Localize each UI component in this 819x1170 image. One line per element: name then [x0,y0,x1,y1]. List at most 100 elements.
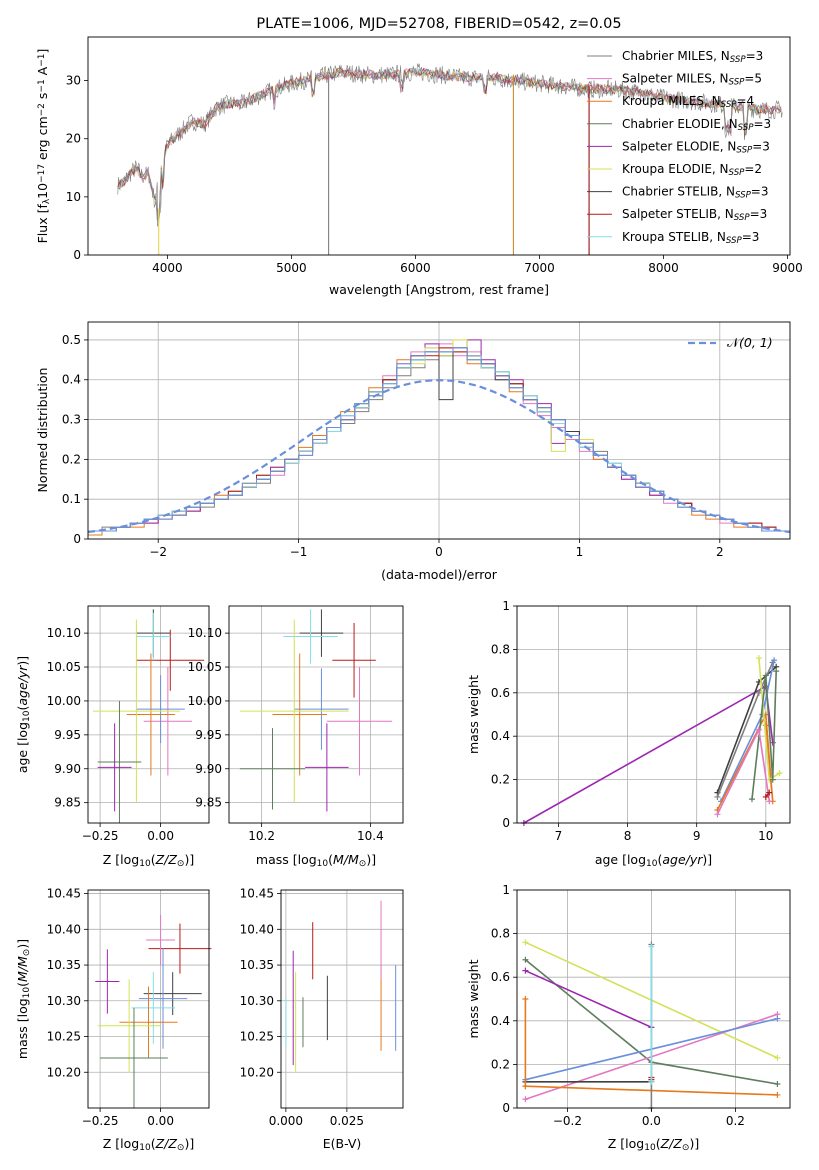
y-tick-label: 10.40 [240,922,274,936]
y-tick-label: 10 [66,190,81,204]
y-tick-label: 10.05 [47,660,81,674]
mass_vs_ebv-points [285,900,397,1073]
x-tick-label: 10.4 [357,829,384,843]
legend-label: Kroupa MILES, NSSP=4 [622,94,754,110]
y-tick-label: 30 [66,74,81,88]
axes-frame [87,889,210,1109]
x-tick-label: 8 [624,829,632,843]
y-tick-label: 10.10 [188,626,222,640]
x-tick-label: 7000 [524,261,555,275]
weight-marker [766,798,773,805]
y-tick-label: 10.25 [47,1030,81,1044]
legend-label: Chabrier MILES, NSSP=3 [622,49,763,65]
y-tick-label: 10.20 [240,1065,274,1079]
weight-marker [522,1083,529,1090]
x-tick-label: 2 [716,545,724,559]
weight-line [716,711,774,811]
age_vs_Z-points [92,609,205,823]
weight-marker [755,689,762,696]
weight-marker [774,1081,781,1088]
y-tick-label: 10.20 [47,1065,81,1079]
weight-marker [755,726,762,733]
x-tick-label: 10.2 [248,829,275,843]
axes-frame [87,605,210,824]
residuals-xlabel: (data-model)/error [381,567,498,582]
age_vs_Z-xlabel: Z [log10(Z/Z⊙)] [103,852,194,869]
weight_vs_age-axes [517,605,790,824]
age_vs_mass-xlabel: mass [log10(M/M⊙)] [256,852,376,869]
y-tick-label: 10.35 [240,958,274,972]
weight-line [751,671,777,800]
y-tick-label: 9.90 [54,762,81,776]
weight-marker [762,672,769,679]
y-tick-label: 10.05 [188,660,222,674]
y-tick-label: 9.85 [54,796,81,810]
age_vs_Z-axes [88,606,209,823]
y-tick-label: 10.35 [47,958,81,972]
y-tick-label: 0 [502,816,510,830]
x-tick-label: 0.2 [726,1114,745,1128]
mass_vs_ebv-axes [281,890,403,1108]
y-tick-label: 10.00 [188,694,222,708]
weight-marker [774,1015,781,1022]
y-tick-label: 1 [502,599,510,613]
x-tick-label: −0.25 [82,1114,119,1128]
x-tick-label: 5000 [276,261,307,275]
x-tick-label: −2 [149,545,167,559]
age_vs_mass-frame: 10.2 10.4 9.85 9.90 9.95 10.00 10.05 10.10 [188,605,404,843]
weight_vs_age-frame: 7 8 9 10 0 0.2 0.4 0.6 0.8 1 [491,599,791,843]
spectrum-ylabel: Flux [fλ10−17 erg cm−2 s−1 A−1] [35,49,52,244]
weight-marker [748,796,755,803]
legend-label: Salpeter MILES, NSSP=5 [622,72,762,88]
weight-marker [714,793,721,800]
y-tick-label: 10.30 [240,994,274,1008]
axes-frame [280,889,404,1109]
weight-marker [522,967,529,974]
y-tick-label: 0.2 [491,1057,510,1071]
weight-marker [773,668,780,675]
age_vs_Z-frame: −0.25 0.00 9.85 9.90 9.95 10.00 10.05 10.10 [47,605,210,843]
mass_vs_Z-xlabel: Z [log10(Z/Z⊙)] [103,1136,194,1153]
histogram-step [88,347,790,532]
x-tick-label: 6000 [400,261,431,275]
x-tick-label: 9000 [772,261,803,275]
y-tick-label: 0.4 [491,1014,510,1028]
x-tick-label: 10 [758,829,773,843]
y-tick-label: 0 [73,532,81,546]
spectrum-xlabel: wavelength [Angstrom, rest frame] [329,282,549,297]
spectrum-title: PLATE=1006, MJD=52708, FIBERID=0542, z=0… [256,16,621,32]
y-tick-label: 0 [502,1101,510,1115]
spectrum-legend: Chabrier MILES, NSSP=3 Salpeter MILES, NS… [587,49,771,246]
y-tick-label: 0.4 [62,373,81,387]
spectrum-frame: 4000 5000 6000 7000 8000 9000 0 10 20 30 [66,36,803,275]
mass_vs_ebv-frame: 0.000 0.025 10.20 10.25 10.30 10.35 10.40 10.45 [240,887,404,1128]
weight-marker [762,793,769,800]
y-tick-label: 0.8 [491,927,510,941]
y-tick-label: 0.4 [491,729,510,743]
spectrum-line-chabrier-stelib [117,67,782,227]
weight_vs_age-xlabel: age [log10(age/yr)] [595,852,712,869]
y-tick-label: 1 [502,883,510,897]
mass_vs_Z-points [95,915,212,1108]
y-tick-label: 9.95 [54,728,81,742]
y-tick-label: 0.3 [62,413,81,427]
weight_vs_Z-ylabel: mass weight [466,959,481,1038]
y-tick-label: 10.45 [240,887,274,901]
x-tick-label: 4000 [152,261,183,275]
axes-frame [516,605,791,824]
legend-label: Kroupa STELIB, NSSP=3 [622,230,759,246]
weight-marker [522,939,529,946]
x-tick-label: 0.00 [147,1114,174,1128]
x-tick-label: 0 [435,545,443,559]
y-tick-label: 10.40 [47,922,81,936]
age_vs_Z-ylabel: age [log10(age/yr)] [15,656,32,773]
spectrum-line-kroupa-stelib [117,68,782,225]
weight-marker [774,1091,781,1098]
x-tick-label: 1 [576,545,584,559]
y-tick-label: 10.10 [47,626,81,640]
residual-series [88,339,790,536]
residuals-ylabel: Normed distribution [35,368,50,493]
weight-marker [766,789,773,796]
weight-marker [522,996,529,1002]
